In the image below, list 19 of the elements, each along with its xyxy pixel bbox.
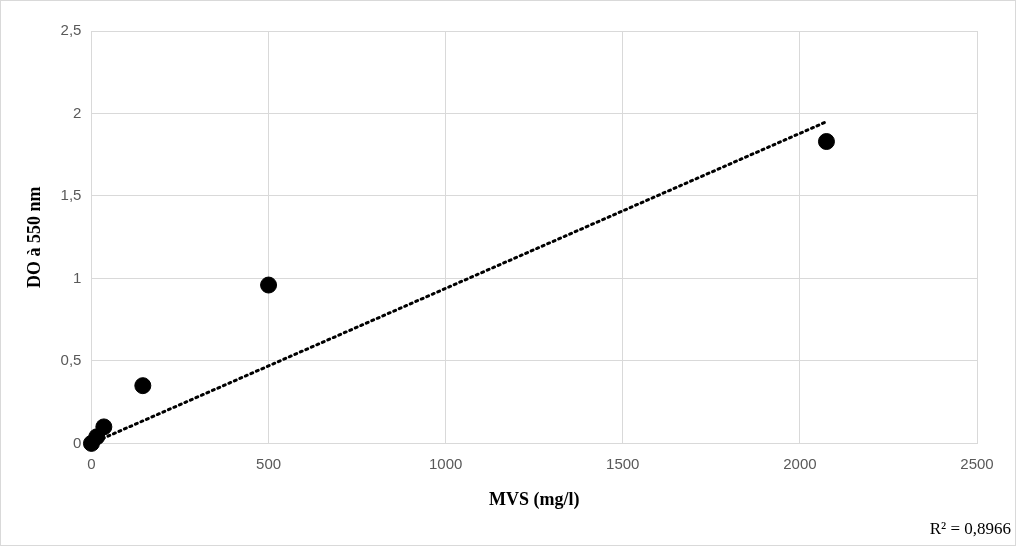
y-tick-label: 2 xyxy=(73,103,82,121)
point xyxy=(95,418,113,436)
y-tick-label: 2,5 xyxy=(60,21,82,39)
x-tick-label: 1000 xyxy=(428,454,463,472)
x-tick-label: 500 xyxy=(256,454,282,472)
point xyxy=(134,377,152,395)
y-tick-label: 1,5 xyxy=(60,186,82,204)
x-tick-label: 0 xyxy=(87,454,96,472)
x-tick-label: 2000 xyxy=(783,454,817,472)
x-tick-label: 1500 xyxy=(606,454,640,472)
y-tick-label: 0,5 xyxy=(60,351,82,369)
x-axis-title: MVS (mg/l) xyxy=(488,488,580,510)
point xyxy=(260,276,278,294)
point xyxy=(817,133,835,151)
text: R² = 0,8966 xyxy=(929,519,1011,539)
y-tick-label: 0 xyxy=(73,433,82,451)
y-tick-label: 1 xyxy=(73,268,82,286)
x-tick-label: 2500 xyxy=(960,454,994,472)
y-axis-title: DO à 550 nm xyxy=(24,186,45,288)
